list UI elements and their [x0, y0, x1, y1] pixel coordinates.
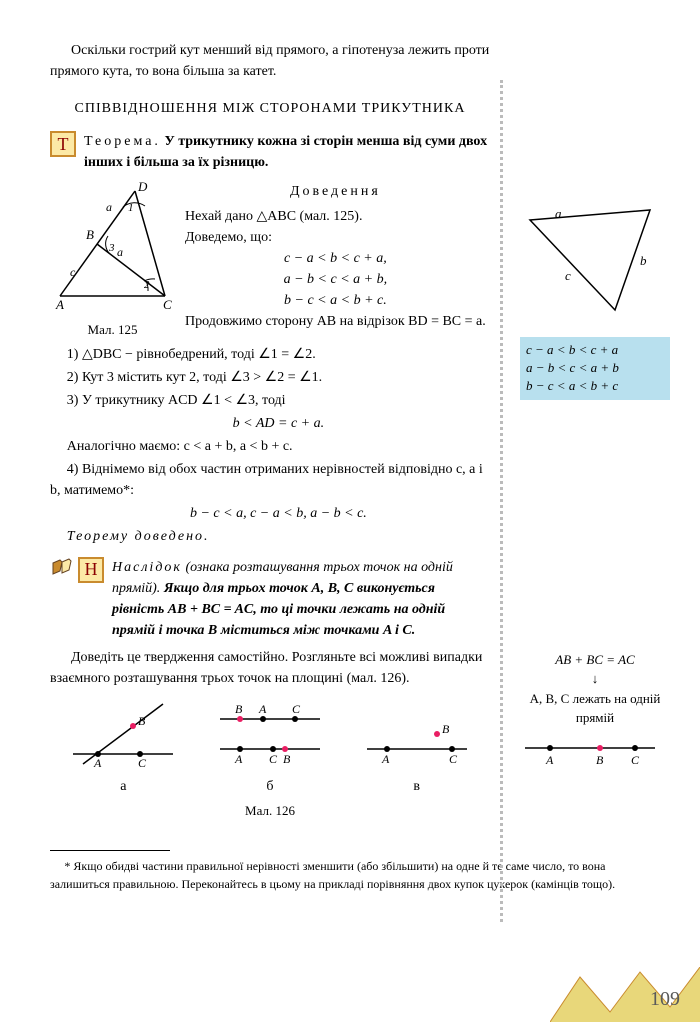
section-title: СПІВВІДНОШЕННЯ МІЖ СТОРОНАМИ ТРИКУТНИКА [50, 98, 490, 119]
side-ineq3: b − c < a < b + c [526, 377, 664, 395]
svg-text:2: 2 [144, 279, 150, 291]
svg-text:A: A [55, 297, 64, 311]
svg-text:C: C [138, 756, 147, 769]
proof-step3: 3) У трикутнику ACD ∠1 < ∠3, тоді [50, 390, 490, 411]
theorem-text: Теорема. У трикутнику кожна зі сторін ме… [84, 131, 490, 173]
page-number: 109 [650, 984, 680, 1014]
proof-step1: 1) △DBC − рівнобедрений, тоді ∠1 = ∠2. [50, 344, 490, 365]
theorem-icon: Т [50, 131, 76, 157]
side-conclusion: A, B, C лежать на одній прямій [520, 689, 670, 728]
proof-ineq2: a − b < c < a + b, [185, 269, 486, 290]
svg-text:a: a [117, 245, 123, 259]
proof-ineq3: b − c < a < b + c. [185, 290, 486, 311]
svg-text:B: B [235, 702, 243, 716]
fig126-c: A B C в [362, 699, 472, 797]
book-icon [50, 557, 74, 581]
main-content: Оскільки гострий кут менший від прямого,… [50, 40, 490, 820]
svg-text:b: b [640, 253, 647, 268]
svg-text:B: B [596, 753, 604, 766]
theorem-label: Теорема. [84, 134, 161, 149]
sidebar-equation: AB + BC = AC ↓ A, B, C лежать на одній п… [520, 650, 670, 728]
svg-text:A: A [381, 752, 390, 766]
fig126-a: A C B а [68, 699, 178, 797]
sidebar: a b c c − a < b < c + a a − b < c < a + … [520, 40, 670, 773]
fig126-caption: Мал. 126 [50, 801, 490, 821]
fig126-c-label: в [362, 776, 472, 797]
footnote-rule [50, 850, 170, 851]
svg-text:C: C [269, 752, 278, 766]
fig126-a-label: а [68, 776, 178, 797]
dotted-divider [500, 80, 503, 922]
svg-text:A: A [234, 752, 243, 766]
proof-given: Нехай дано △ABC (мал. 125). [185, 206, 486, 227]
theorem-block: Т Теорема. У трикутнику кожна зі сторін … [50, 131, 490, 173]
proof-text: Доведення Нехай дано △ABC (мал. 125). До… [185, 181, 486, 340]
svg-text:C: C [449, 752, 458, 766]
svg-text:C: C [163, 297, 172, 311]
svg-text:3: 3 [108, 242, 115, 254]
corollary-body: Якщо для трьох точок A, B, C виконується… [112, 581, 445, 638]
svg-text:B: B [138, 714, 146, 728]
svg-text:C: C [292, 702, 301, 716]
proof-analog: Аналогічно маємо: c < a + b, a < b + c. [50, 436, 490, 457]
self-proof: Доведіть це твердження самостійно. Розгл… [50, 647, 490, 689]
figure-125: A B C D a c a 1 2 3 Мал. 125 [50, 181, 175, 340]
sidebar-inequalities: c − a < b < c + a a − b < c < a + b b − … [520, 337, 670, 400]
side-ineq1: c − a < b < c + a [526, 341, 664, 359]
svg-text:A: A [93, 756, 102, 769]
corollary-label: Наслідок [112, 560, 182, 575]
sidebar-triangle: a b c [520, 200, 670, 327]
fig126-b: B A C A C B б [215, 699, 325, 797]
svg-text:B: B [283, 752, 291, 766]
intro-paragraph: Оскільки гострий кут менший від прямого,… [50, 40, 490, 82]
svg-text:D: D [137, 181, 148, 194]
svg-text:C: C [631, 753, 640, 766]
fig125-svg: A B C D a c a 1 2 3 [50, 181, 175, 311]
side-arrow: ↓ [520, 669, 670, 689]
corollary-icon: Н [78, 557, 104, 583]
fig125-caption: Мал. 125 [50, 320, 175, 340]
proof-extend: Продовжимо сторону AB на відрізок BD = B… [185, 311, 486, 332]
proof-steps: 1) △DBC − рівнобедрений, тоді ∠1 = ∠2. 2… [50, 344, 490, 547]
proof-show: Доведемо, що: [185, 227, 486, 248]
sidebar-line: A B C [520, 736, 670, 773]
proof-ineq1: c − a < b < c + a, [185, 248, 486, 269]
svg-text:B: B [442, 722, 450, 736]
proof-step4: 4) Віднімемо від обох частин отриманих н… [50, 459, 490, 501]
svg-text:c: c [70, 265, 76, 279]
proof-step2: 2) Кут 3 містить кут 2, тоді ∠3 > ∠2 = ∠… [50, 367, 490, 388]
corollary-text: Наслідок (ознака розташування трьох точо… [112, 557, 490, 641]
proof-step3b: b < AD = c + a. [50, 413, 490, 434]
proof-title: Доведення [185, 181, 486, 202]
footnote: * Якщо обидві частини правильної нерівно… [50, 857, 630, 893]
side-eq: AB + BC = AC [520, 650, 670, 670]
svg-text:a: a [555, 206, 562, 221]
fig126-b-label: б [215, 776, 325, 797]
corollary-block: Н Наслідок (ознака розташування трьох то… [50, 557, 490, 641]
figure-126: A C B а B A C A C B б [50, 699, 490, 797]
svg-text:A: A [258, 702, 267, 716]
proof-end: Теорему доведено. [67, 529, 210, 544]
svg-text:1: 1 [128, 202, 134, 214]
svg-text:B: B [86, 227, 94, 242]
side-ineq2: a − b < c < a + b [526, 359, 664, 377]
proof-result: b − c < a, c − a < b, a − b < c. [50, 503, 490, 524]
proof-block: A B C D a c a 1 2 3 Мал. 125 Доведення Н… [50, 181, 490, 547]
svg-text:a: a [106, 200, 112, 214]
svg-text:A: A [545, 753, 554, 766]
svg-text:c: c [565, 268, 571, 283]
